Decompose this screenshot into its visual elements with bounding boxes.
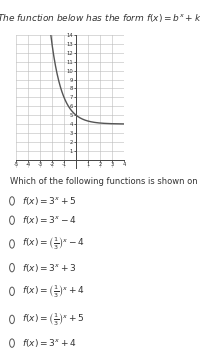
Text: $f(x) = \left(\frac{1}{3}\right)^x + 4$: $f(x) = \left(\frac{1}{3}\right)^x + 4$ [22,283,85,300]
Text: Which of the following functions is shown on the graph?: Which of the following functions is show… [10,177,200,186]
Text: $f(x) = 3^x - 4$: $f(x) = 3^x - 4$ [22,214,77,226]
Text: $f(x) = 3^x + 3$: $f(x) = 3^x + 3$ [22,261,76,274]
Text: $f(x) = \left(\frac{1}{3}\right)^x + 5$: $f(x) = \left(\frac{1}{3}\right)^x + 5$ [22,311,85,328]
Text: $f(x) = 3^x + 4$: $f(x) = 3^x + 4$ [22,337,77,349]
Text: $f(x) = 3^x + 5$: $f(x) = 3^x + 5$ [22,195,76,207]
Text: $f(x) = \left(\frac{1}{3}\right)^x - 4$: $f(x) = \left(\frac{1}{3}\right)^x - 4$ [22,236,85,252]
Text: The function below has the form $f(x) = b^x + k$.: The function below has the form $f(x) = … [0,12,200,24]
